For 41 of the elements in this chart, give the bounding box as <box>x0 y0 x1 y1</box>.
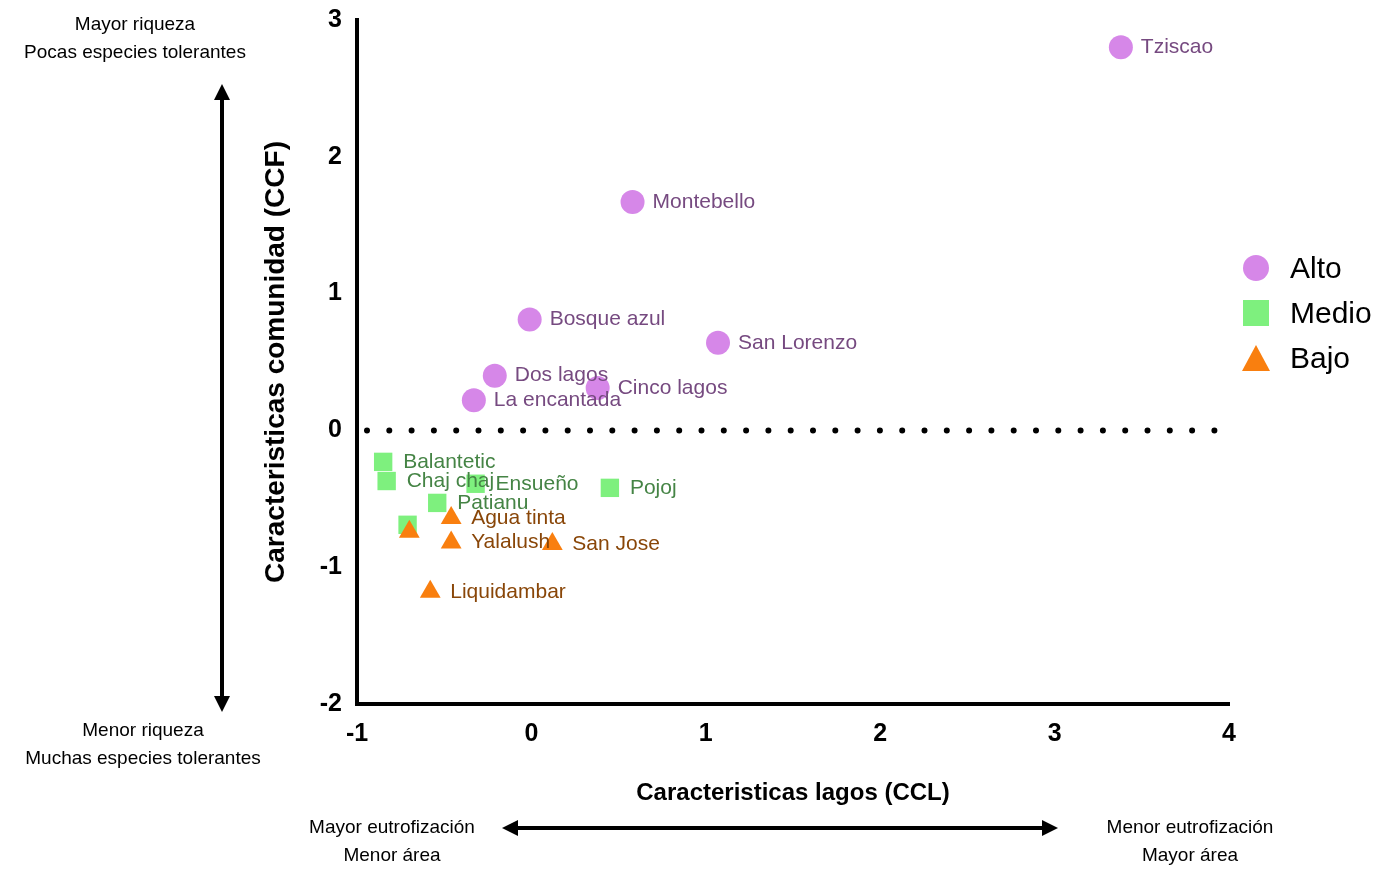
point <box>1108 35 1133 60</box>
legend-label: Medio <box>1290 295 1372 330</box>
point <box>373 452 393 472</box>
y-tick-label: -1 <box>319 551 343 580</box>
y-axis-title: Caracteristicas comunidad (CCF) <box>258 141 290 583</box>
data-label: San Jose <box>572 530 660 554</box>
legend-label: Bajo <box>1290 340 1351 375</box>
text: Mayor riqueza Pocas especies tolerantes <box>24 12 246 64</box>
point <box>482 363 507 388</box>
data-label: Tziscao <box>1140 34 1214 58</box>
legend-label: Alto <box>1290 250 1342 285</box>
data-label: Ensueño <box>495 470 579 494</box>
x-tick-label: 1 <box>698 717 713 746</box>
point <box>620 189 645 214</box>
point <box>461 388 486 413</box>
data-label: San Lorenzo <box>738 329 858 353</box>
point <box>377 471 396 491</box>
point <box>706 330 731 355</box>
point <box>428 493 447 513</box>
data-label: Yalalush <box>471 529 551 553</box>
text: Mayor eutrofización Menor área <box>309 815 475 867</box>
point <box>600 478 620 498</box>
x-tick-label: 0 <box>524 717 539 746</box>
y-tick-label: 3 <box>328 3 342 32</box>
y-tick-label: 2 <box>328 140 342 169</box>
data-label: Bosque azul <box>549 306 666 330</box>
y-tick-label: 0 <box>328 414 342 443</box>
x-tick-label: 4 <box>1222 717 1237 746</box>
x-axis-title: Caracteristicas lagos (CCL) <box>636 778 950 806</box>
point <box>517 307 542 332</box>
data-label: Montebello <box>652 188 756 212</box>
x-tick-label: 3 <box>1047 717 1062 746</box>
x-tick-label: 2 <box>873 717 888 746</box>
text: Menor riqueza Muchas especies tolerantes <box>25 718 261 770</box>
data-label: Balantetic <box>403 448 496 472</box>
data-label: Dos lagos <box>514 362 609 386</box>
text: Menor eutrofización Mayor área <box>1106 815 1274 867</box>
data-label: Pojoj <box>629 474 677 498</box>
data-label: Liquidambar <box>450 578 566 602</box>
y-tick-label: 1 <box>328 277 343 306</box>
y-tick-label: -2 <box>319 687 342 716</box>
